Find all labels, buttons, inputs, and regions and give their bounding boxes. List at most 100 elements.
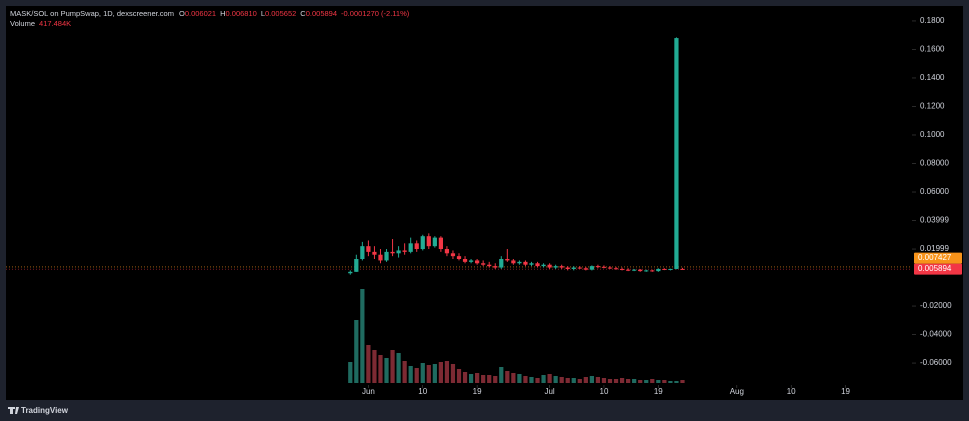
candle-body (420, 236, 425, 250)
volume-bar (432, 364, 437, 383)
volume-bar (402, 361, 407, 383)
volume-bar (535, 378, 540, 383)
candle-body (462, 258, 468, 262)
candle-body (626, 269, 631, 271)
y-tick-label: 0.1600 (920, 45, 945, 54)
volume-bar (559, 377, 564, 383)
symbol: MASK/SOL on PumpSwap, 1D, dexscreener.co… (10, 9, 174, 18)
x-tick-label: Jun (362, 387, 375, 396)
change: -0.0001270 (-2.11%) (341, 9, 410, 18)
volume-bar (475, 373, 480, 383)
candle-body (366, 246, 371, 252)
volume-bar (680, 380, 685, 383)
y-tick-label: 0.06000 (920, 187, 949, 196)
price-label: 0.005894 (918, 264, 952, 273)
y-tick-label: -0.06000 (920, 358, 952, 367)
candle-body (511, 260, 516, 264)
x-tick-label: Jul (544, 387, 554, 396)
volume-bar (487, 375, 492, 383)
header-line: MASK/SOL on PumpSwap, 1D, dexscreener.co… (10, 9, 410, 18)
ohlc-value: 0.005652 (265, 9, 296, 18)
candle-body (517, 261, 522, 264)
candle-body (444, 249, 450, 254)
y-tick-label: 0.1200 (920, 102, 945, 111)
volume-bar (360, 289, 365, 383)
volume-bar (426, 365, 431, 383)
y-tick-label: 0.01999 (920, 244, 949, 253)
candle-body (656, 268, 661, 272)
volume-bar (656, 380, 661, 383)
volume-bar (456, 369, 462, 383)
volume-bar (462, 372, 468, 383)
volume-bar (408, 366, 413, 383)
brand-logo (8, 407, 19, 414)
header-line: Volume 417.484K (10, 19, 71, 28)
volume-bar (668, 381, 673, 383)
volume-bar (354, 320, 359, 383)
volume-bar (348, 362, 353, 383)
volume-bar (571, 378, 576, 383)
x-tick-label: 10 (600, 387, 609, 396)
candle-body (360, 246, 365, 259)
candle-body (481, 263, 486, 265)
volume-bar (390, 350, 395, 383)
candle-body (589, 266, 594, 270)
candle-body (619, 268, 625, 270)
candle-body (450, 253, 456, 257)
candle-body (535, 263, 540, 267)
volume-bar (511, 373, 516, 383)
volume-bar (619, 378, 625, 383)
ohlc-key: H (220, 9, 225, 18)
candle-body (378, 254, 383, 261)
candle-body (493, 266, 498, 268)
chart-background (6, 6, 963, 400)
x-tick-label: 10 (787, 387, 796, 396)
candle-body (559, 266, 564, 268)
y-tick-label: 0.1000 (920, 130, 945, 139)
volume-bar (632, 379, 637, 383)
volume-bar (499, 367, 504, 383)
candle-body (674, 38, 679, 269)
candle-body (487, 264, 492, 267)
candle-body (438, 237, 443, 250)
ohlc-key: L (261, 9, 265, 18)
candle-body (601, 266, 607, 268)
volume-bar (650, 379, 655, 383)
price-label-box (914, 252, 962, 264)
volume-bar (638, 380, 643, 383)
candle-body (426, 236, 431, 247)
volume-bar (450, 364, 456, 383)
volume-bar (384, 358, 389, 383)
candle-body (638, 269, 643, 272)
volume-bar (674, 381, 679, 383)
ohlc-value: 0.006810 (226, 9, 257, 18)
candle-body (668, 268, 673, 270)
y-tick-label: 0.03999 (920, 216, 949, 225)
ohlc-value: 0.005894 (306, 9, 337, 18)
ohlc-key: O (179, 9, 185, 18)
volume-bar (644, 380, 649, 383)
candle-body (499, 258, 504, 268)
candle-body (571, 267, 576, 269)
price-label: 0.007427 (918, 253, 952, 262)
volume-bar (378, 355, 383, 383)
candle-body (372, 251, 377, 255)
volume-bar (529, 377, 534, 383)
candle-body (402, 250, 407, 252)
volume-bar (414, 368, 419, 383)
volume-bar (505, 371, 510, 383)
x-tick-label: 10 (418, 387, 427, 396)
y-tick-label: -0.02000 (920, 301, 952, 310)
candle-body (541, 264, 546, 267)
y-tick-label: 0.1400 (920, 73, 945, 82)
x-tick-label: 19 (654, 387, 663, 396)
volume-bar (396, 353, 401, 383)
candle-body (348, 271, 353, 274)
volume-bar (577, 379, 582, 383)
volume-bar (468, 374, 474, 383)
candle-body (577, 267, 582, 269)
x-tick-label: Aug (730, 387, 744, 396)
candle-body (613, 268, 619, 270)
volume-bar (444, 361, 450, 383)
